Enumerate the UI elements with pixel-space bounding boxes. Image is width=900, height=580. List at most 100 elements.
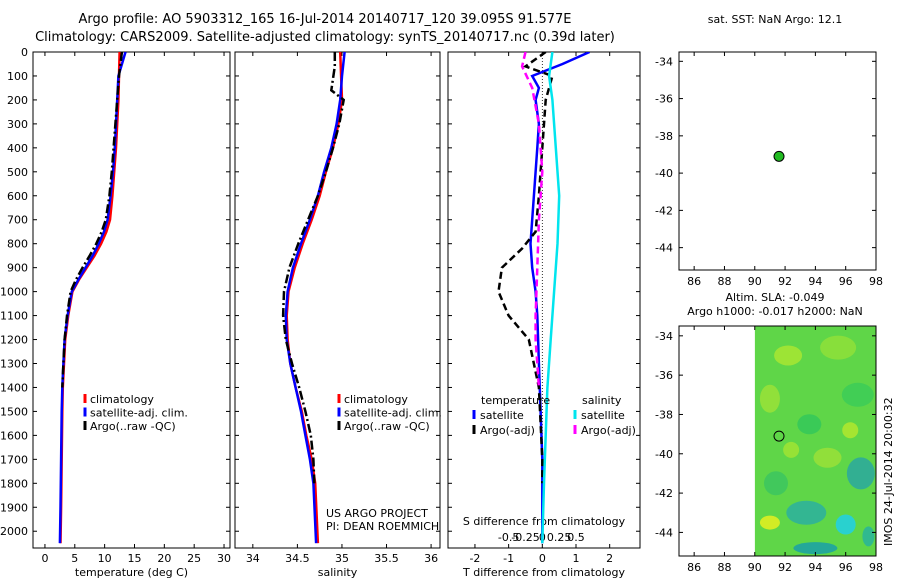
temperature-legend-entry: Argo(..raw -QC)	[90, 420, 176, 433]
sla-heatmap-cell	[797, 414, 822, 435]
sst-map-ytick-label: -40	[655, 167, 673, 180]
salinity-xtick-label: 34.5	[285, 552, 310, 565]
depth-tick-label: 1300	[0, 357, 28, 370]
sla-heatmap-cell	[759, 515, 780, 530]
sst-map-xtick-label: 86	[687, 275, 701, 288]
sla-heatmap-cell	[813, 447, 842, 468]
salinity-xtick-label: 35	[335, 552, 349, 565]
sst-map-ytick-label: -44	[655, 242, 673, 255]
diff-legend-header-salinity: salinity	[582, 394, 622, 407]
sla-map-ytick-label: -44	[655, 526, 673, 539]
sst-map-xtick-label: 92	[778, 275, 792, 288]
salinity-legend-entry: satellite-adj. clim.	[344, 407, 442, 420]
depth-tick-label: 300	[7, 118, 28, 131]
sla-map-xtick-label: 94	[808, 561, 822, 574]
salinity-series-argo-raw-qc-	[281, 52, 346, 484]
temperature-series-argo-raw-qc-	[61, 52, 124, 388]
salinity-xtick-label: 34	[246, 552, 260, 565]
temperature-xtick-label: 30	[217, 552, 231, 565]
depth-tick-label: 500	[7, 166, 28, 179]
depth-tick-label: 900	[7, 262, 28, 275]
difference-xtick-label: 2	[606, 552, 613, 565]
salinity-frame	[234, 51, 441, 549]
sla-map-ytick-label: -38	[655, 408, 673, 421]
difference-xlabel: T difference from climatology	[462, 566, 625, 579]
temperature-series-satellite-adj-clim-	[58, 52, 127, 544]
sla-heatmap-cell	[774, 345, 803, 366]
difference-xtick-label: -1	[503, 552, 514, 565]
depth-tick-label: 1600	[0, 429, 28, 442]
diff-legend-entry: satellite	[581, 409, 625, 422]
sst-map-xtick-label: 96	[839, 275, 853, 288]
sst-map-xtick-label: 90	[748, 275, 762, 288]
sla-map-xtick-label: 92	[778, 561, 792, 574]
depth-tick-label: 1900	[0, 501, 28, 514]
sst-map-xtick-label: 94	[808, 275, 822, 288]
figure-title-line1: Argo profile: AO 5903312_165 16-Jul-2014…	[78, 12, 572, 27]
sla-map-ytick-label: -36	[655, 369, 673, 382]
salinity-diff-tick-label: 0.5	[567, 531, 585, 544]
depth-tick-label: 600	[7, 190, 28, 203]
depth-tick-label: 1400	[0, 381, 28, 394]
sst-map-ytick-label: -36	[655, 93, 673, 106]
difference-xtick-label: 1	[573, 552, 580, 565]
depth-tick-label: 100	[7, 70, 28, 83]
depth-tick-label: 1500	[0, 405, 28, 418]
sst-map-ytick-label: -34	[655, 55, 673, 68]
salinity-diff-tick-label: -0.5	[498, 531, 519, 544]
temperature-xtick-label: 5	[71, 552, 78, 565]
sla-heatmap-cell	[841, 382, 874, 407]
sla-heatmap-cell	[842, 422, 859, 439]
temperature-frame	[32, 51, 231, 549]
temperature-xtick-label: 10	[98, 552, 112, 565]
diff-legend-entry: Argo(-adj)	[480, 424, 535, 437]
sst-map-ytick-label: -38	[655, 130, 673, 143]
temperature-series-climatology	[59, 52, 121, 544]
temperature-xtick-label: 25	[187, 552, 201, 565]
project-annotation: US ARGO PROJECT	[326, 507, 428, 520]
sla-map-ytick-label: -34	[655, 330, 673, 343]
sla-map-ytick-label: -42	[655, 487, 673, 500]
temperature-xlabel: temperature (deg C)	[75, 566, 188, 579]
sla-heatmap-cell	[783, 441, 800, 458]
temperature-xtick-label: 15	[127, 552, 141, 565]
salinity-legend-entry: Argo(..raw -QC)	[344, 420, 430, 433]
temperature-legend-entry: climatology	[90, 393, 154, 406]
sla-map-title-line1: Altim. SLA: -0.049	[725, 291, 825, 304]
sla-heatmap-cell	[820, 335, 857, 360]
salinity-series-satellite-adj-clim-	[284, 52, 346, 544]
sst-map-profile-location-marker	[773, 150, 785, 162]
sla-map-xtick-label: 90	[748, 561, 762, 574]
sla-map-title-line2: Argo h1000: -0.017 h2000: NaN	[687, 305, 863, 318]
sst-map-xtick-label: 88	[717, 275, 731, 288]
salinity-diff-xlabel: S difference from climatology	[463, 515, 626, 528]
diff-legend-header-temperature: temperature	[481, 394, 550, 407]
sla-heatmap-cell	[786, 500, 827, 525]
diff-legend-entry: Argo(-adj)	[581, 424, 636, 437]
salinity-diff-tick-label: -0.25	[511, 531, 539, 544]
depth-tick-label: 1100	[0, 310, 28, 323]
difference-xtick-label: 0	[539, 552, 546, 565]
sst-map-frame	[678, 51, 877, 271]
difference-series-temperature-satellite	[529, 52, 591, 544]
sla-heatmap-cell	[793, 542, 838, 555]
depth-tick-label: 1000	[0, 286, 28, 299]
sla-map-frame	[678, 325, 877, 557]
sla-heatmap-cell	[763, 471, 788, 496]
depth-tick-label: 2000	[0, 525, 28, 538]
depth-tick-label: 1700	[0, 453, 28, 466]
figure-title-line2: Climatology: CARS2009. Satellite-adjuste…	[35, 30, 615, 45]
temperature-legend-entry: satellite-adj. clim.	[90, 407, 188, 420]
depth-tick-label: 700	[7, 214, 28, 227]
salinity-diff-tick-label: 0.25	[547, 531, 572, 544]
sla-map-profile-location-marker	[773, 430, 785, 442]
sla-map-ytick-label: -40	[655, 448, 673, 461]
depth-tick-label: 1800	[0, 477, 28, 490]
sst-map-xtick-label: 98	[869, 275, 883, 288]
sst-map-ytick-label: -42	[655, 204, 673, 217]
depth-tick-label: 1200	[0, 334, 28, 347]
salinity-xtick-label: 36	[424, 552, 438, 565]
sla-heatmap-cell	[846, 457, 875, 490]
temperature-xtick-label: 20	[157, 552, 171, 565]
difference-series-salinity-argo-adj-	[520, 52, 544, 388]
